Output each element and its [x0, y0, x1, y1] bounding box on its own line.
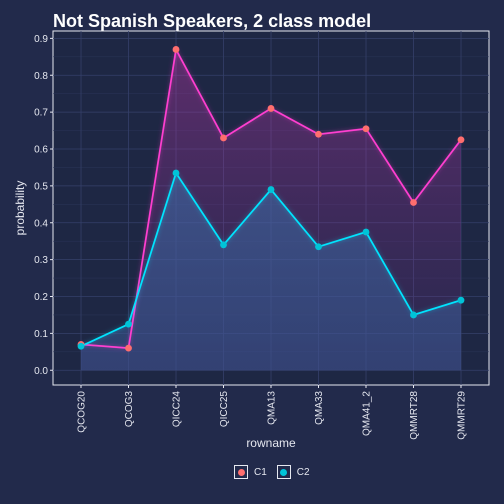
y-tick-label: 0.2 [34, 292, 48, 303]
y-tick-label: 0.3 [34, 255, 48, 266]
point-C1-QMMRT29 [457, 136, 465, 144]
point-C2-QICC25 [220, 241, 227, 249]
legend-marker-C2 [280, 468, 288, 476]
point-C1-QMA41_2 [362, 125, 370, 133]
point-C1-QMA33 [315, 130, 322, 138]
legend-key-C2 [276, 465, 291, 479]
x-tick-label: QMMRT28 [409, 391, 420, 440]
point-C2-QICC24 [172, 169, 180, 177]
x-tick-label: QICC24 [172, 391, 183, 428]
y-tick-label: 0.0 [34, 366, 48, 377]
y-tick-label: 0.1 [34, 329, 48, 340]
legend-item-C2: C2 [276, 465, 310, 479]
chart-title: Not Spanish Speakers, 2 class model [53, 11, 372, 31]
y-tick-label: 0.5 [34, 181, 48, 192]
legend: C1 C2 [234, 465, 314, 479]
point-C2-QMA33 [315, 243, 322, 251]
x-axis-title: rowname [246, 436, 296, 450]
point-C2-QCOG20 [77, 342, 85, 350]
x-axis: QCOG20 QCOG3 QICC24 QICC25 QMA13 QMA33 QMA41_2… [77, 385, 468, 440]
area-C2 [81, 172, 461, 371]
point-C1-QMA13 [267, 105, 275, 112]
point-C2-QMMRT28 [410, 311, 417, 319]
y-tick-label: 0.7 [34, 108, 48, 119]
point-C2-QMMRT29 [457, 296, 465, 304]
point-C1-QMMRT28 [410, 199, 417, 206]
x-tick-label: QCOG20 [77, 391, 88, 433]
y-tick-label: 0.4 [34, 218, 48, 229]
point-C2-QCOG3 [125, 320, 132, 328]
y-axis: 0.0 0.1 0.2 0.3 0.4 0.5 0.6 0.7 0.8 0.9 [34, 34, 53, 377]
y-tick-label: 0.8 [34, 71, 48, 82]
legend-label-C2: C2 [296, 466, 310, 478]
legend-label-C1: C1 [254, 466, 267, 478]
y-axis-title: probability [13, 181, 27, 236]
point-C2-QMA41_2 [362, 228, 370, 236]
x-tick-label: QMA41_2 [362, 391, 373, 436]
point-C1-QICC24 [172, 46, 180, 53]
x-tick-label: QMA33 [314, 391, 325, 425]
x-tick-label: QMA13 [267, 391, 278, 425]
legend-item-C1: C1 [234, 465, 267, 479]
legend-marker-C1 [237, 468, 245, 476]
x-tick-label: QICC25 [219, 391, 230, 428]
x-tick-label: QCOG3 [124, 391, 135, 428]
point-C2-QMA13 [267, 186, 275, 193]
point-layer [77, 46, 465, 352]
y-tick-label: 0.6 [34, 145, 48, 156]
x-tick-label: QMMRT29 [457, 391, 468, 440]
point-C1-QICC25 [220, 134, 227, 142]
y-tick-label: 0.9 [34, 34, 48, 45]
legend-key-C1 [234, 465, 248, 479]
point-C1-QCOG3 [125, 344, 132, 352]
